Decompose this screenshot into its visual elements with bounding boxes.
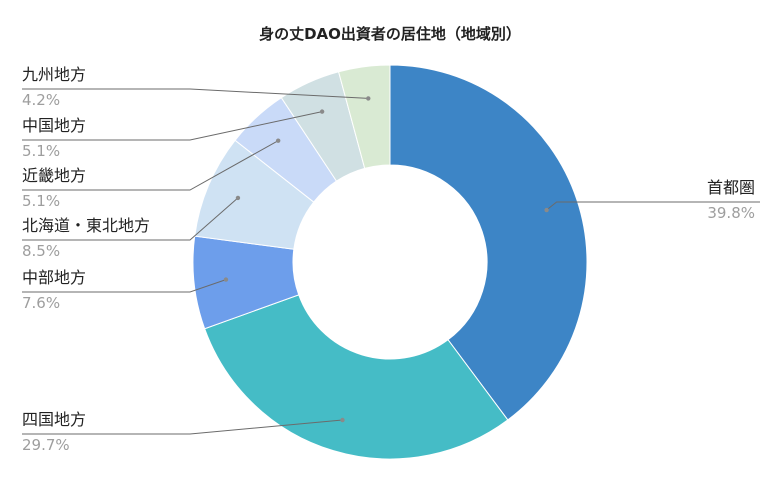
leaders-group xyxy=(22,88,760,435)
chart-title: 身の丈DAO出資者の居住地（地域別） xyxy=(259,25,521,43)
slice-6-percent: 5.1% xyxy=(22,142,60,160)
slice-2-percent: 29.7% xyxy=(22,436,70,454)
slice-1-wedge xyxy=(389,64,588,421)
slice-2-label: 四国地方 xyxy=(22,410,86,429)
slice-4-leader-line xyxy=(22,197,239,241)
slice-6-label: 中国地方 xyxy=(22,116,86,135)
slice-1-leader-dot xyxy=(544,207,549,213)
slice-2-leader-line xyxy=(22,419,343,435)
slice-4-percent: 8.5% xyxy=(22,242,60,260)
slice-3-percent: 7.6% xyxy=(22,294,60,312)
slice-2-leader-dot xyxy=(340,417,345,423)
slice-1-leader-line xyxy=(546,201,760,211)
slice-5-percent: 5.1% xyxy=(22,192,60,210)
slice-7-percent: 4.2% xyxy=(22,91,60,109)
slice-5-label: 近畿地方 xyxy=(22,166,86,185)
slice-1-label: 首都圏 xyxy=(707,178,755,197)
slice-7-leader-line xyxy=(22,88,369,99)
slice-2-wedge xyxy=(204,294,509,460)
slice-5-leader-line xyxy=(22,140,279,191)
slice-4-leader-dot xyxy=(235,195,241,201)
slice-7-wedge xyxy=(338,64,391,169)
slice-1-percent: 39.8% xyxy=(707,204,755,222)
slice-7-leader-dot xyxy=(366,96,371,101)
slice-4-label: 北海道・東北地方 xyxy=(22,216,150,235)
labels-group: 首都圏 39.8% 四国地方 29.7% 中部地方 7.6% 北海道・東北地方 8.5% 近畿地… xyxy=(22,65,755,454)
slice-3-leader-dot xyxy=(223,277,229,282)
slice-7-label: 九州地方 xyxy=(22,65,86,84)
slice-3-label: 中部地方 xyxy=(22,268,86,287)
slice-6-leader-line xyxy=(22,111,323,141)
slice-6-leader-dot xyxy=(319,109,325,114)
slice-3-leader-line xyxy=(22,279,227,293)
slices-group xyxy=(192,64,588,460)
slice-5-leader-dot xyxy=(275,138,281,143)
